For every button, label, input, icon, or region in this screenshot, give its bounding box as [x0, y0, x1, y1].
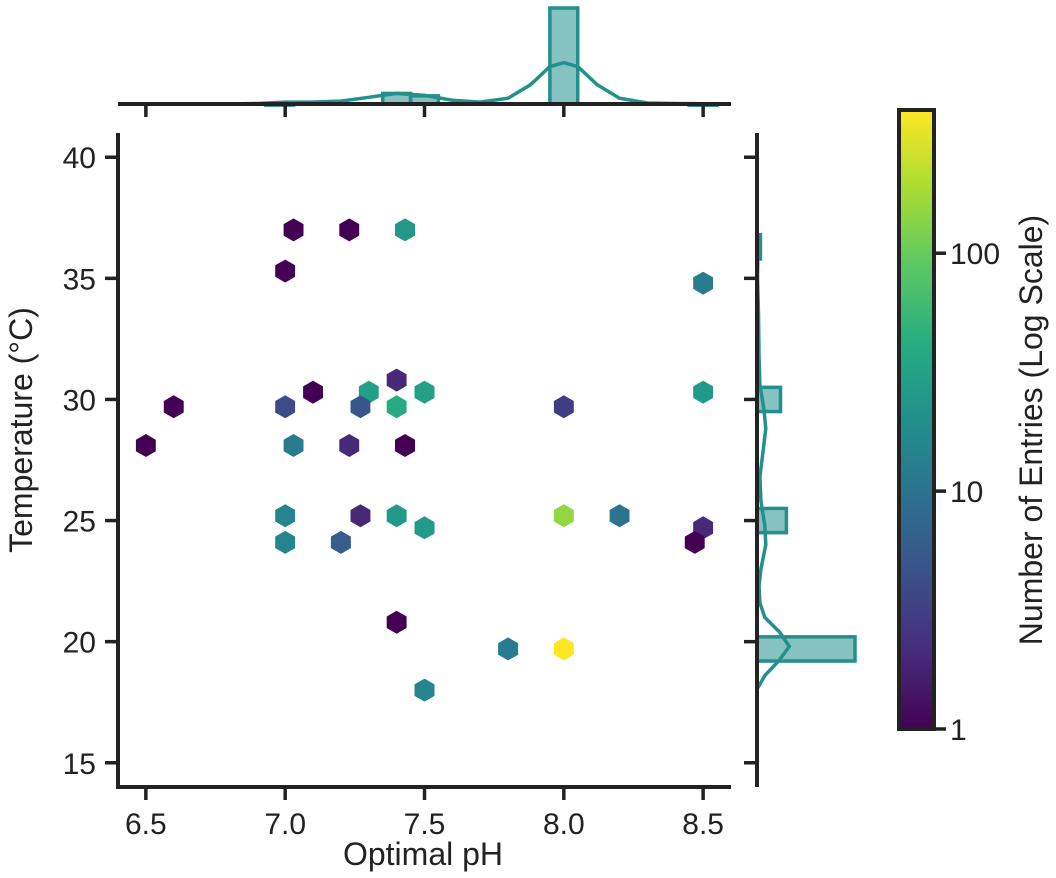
hexbin-cell [330, 530, 351, 554]
marginal-y-ticks [744, 155, 757, 765]
colorbar-gradient [897, 108, 936, 731]
x-tick-label: 8.5 [682, 808, 724, 841]
x-tick-label: 8.0 [543, 808, 585, 841]
x-tick-label: 7.0 [264, 808, 306, 841]
marginal-x-bar [548, 6, 580, 106]
y-tick-label: 40 [63, 142, 96, 175]
colorbar-tick-label: 10 [950, 476, 983, 509]
hexbin-cell [275, 259, 296, 283]
marginal-y-kde-curve [755, 246, 792, 689]
hexbin-cell [275, 504, 296, 528]
colorbar-tick-label: 1 [950, 714, 967, 747]
y-tick-label: 30 [63, 384, 96, 417]
y-axis-title: Temperature (°C) [3, 307, 39, 553]
x-tick-label: 6.5 [125, 808, 167, 841]
x-axis-ticks: 6.5 7.0 7.5 8.0 8.5 [125, 104, 724, 841]
hexbin-cell [553, 504, 574, 528]
hexbin-cell [275, 530, 296, 554]
hexbin-cell [350, 395, 371, 419]
marginal-y-bar [755, 635, 857, 663]
hexbin-cell [553, 395, 574, 419]
hexbin-cell [693, 380, 714, 404]
hexbin-cell [386, 610, 407, 634]
hexbin-cell [414, 516, 435, 540]
marginal-x [118, 6, 732, 107]
hexbin-cell [553, 637, 574, 661]
x-tick-label: 7.5 [404, 808, 446, 841]
hexbin-cell [339, 218, 360, 242]
hexbin-cell [163, 395, 184, 419]
hexbin-cell [609, 504, 630, 528]
marginal-y-histogram [755, 232, 857, 663]
hexbin-cell [303, 380, 323, 404]
hexbin-cell [386, 504, 407, 528]
x-axis-title: Optimal pH [343, 836, 503, 872]
hexbin-cells [135, 218, 714, 702]
colorbar-label: Number of Entries (Log Scale) [1013, 215, 1049, 645]
hexbin-cell [135, 434, 156, 457]
hexbin-cell [386, 395, 407, 419]
hexbin-cell [339, 434, 360, 457]
hexbin-cell [498, 637, 519, 661]
hexbin-cell [414, 678, 435, 702]
hexbin-cell [395, 218, 415, 242]
y-tick-label: 15 [63, 748, 96, 781]
hexbin-cell [684, 530, 705, 554]
colorbar-tick-label: 100 [950, 238, 1000, 271]
hexbin-cell [283, 218, 304, 242]
marginal-x-histogram [263, 6, 719, 107]
hexbin-cell [395, 434, 415, 457]
hexbin-cell [283, 434, 304, 457]
hexbin-cell [386, 368, 407, 392]
y-tick-label: 35 [63, 263, 96, 296]
hexbin-cell [350, 504, 371, 528]
marginal-y [744, 133, 857, 787]
y-tick-label: 25 [63, 506, 96, 539]
hexbin-cell [275, 395, 296, 419]
colorbar: 1 10 100 Number of Entries (Log Scale) [897, 108, 1049, 747]
hexbin-cell [414, 380, 435, 404]
colorbar-ticks: 1 10 100 [934, 238, 1000, 747]
hexbin-cell [693, 271, 714, 295]
y-tick-label: 20 [63, 627, 96, 660]
y-axis-ticks: 15 20 25 30 35 40 [63, 142, 118, 781]
